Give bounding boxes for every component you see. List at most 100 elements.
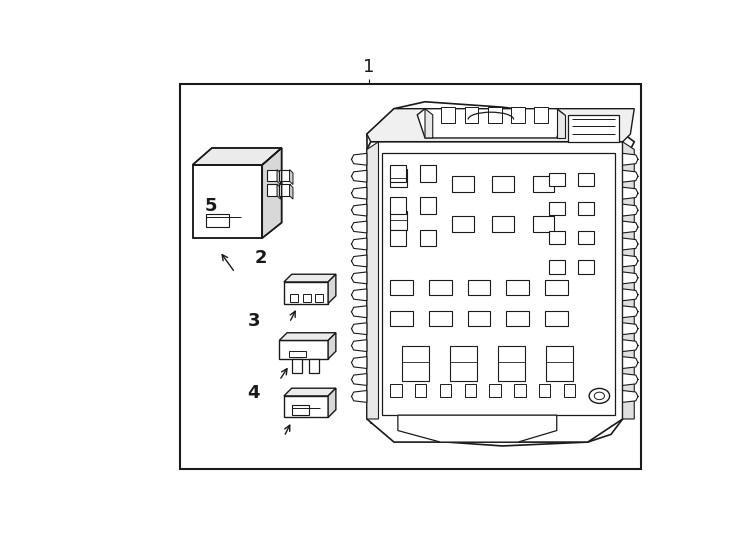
Text: 4: 4	[247, 384, 260, 402]
Bar	[546, 346, 573, 381]
Bar	[290, 294, 298, 302]
Polygon shape	[328, 333, 336, 359]
Bar	[545, 280, 568, 295]
Bar	[452, 217, 473, 232]
Polygon shape	[284, 282, 328, 303]
Polygon shape	[280, 340, 328, 359]
Bar	[390, 168, 407, 187]
Bar	[549, 260, 565, 274]
Bar	[465, 107, 479, 123]
Bar	[415, 384, 426, 397]
Polygon shape	[352, 323, 367, 335]
Bar	[578, 260, 595, 274]
Polygon shape	[352, 306, 367, 318]
Polygon shape	[622, 170, 638, 182]
Bar	[390, 211, 407, 230]
Polygon shape	[352, 356, 367, 368]
Bar	[315, 294, 323, 302]
Bar	[533, 177, 554, 192]
Polygon shape	[352, 153, 367, 165]
Bar	[533, 217, 554, 232]
Bar	[390, 165, 406, 181]
Polygon shape	[266, 184, 277, 196]
Polygon shape	[352, 255, 367, 267]
Bar	[490, 384, 501, 397]
Circle shape	[595, 392, 605, 400]
Bar	[289, 351, 306, 357]
Polygon shape	[622, 272, 638, 284]
Text: 3: 3	[247, 312, 260, 329]
Bar	[514, 384, 526, 397]
Bar	[564, 384, 575, 397]
Polygon shape	[192, 165, 262, 238]
Polygon shape	[622, 306, 638, 318]
Polygon shape	[622, 204, 638, 216]
Polygon shape	[367, 102, 634, 446]
Polygon shape	[284, 388, 336, 396]
Polygon shape	[622, 390, 638, 402]
Polygon shape	[367, 109, 634, 142]
Bar	[545, 311, 568, 326]
Bar	[493, 177, 514, 192]
Polygon shape	[352, 289, 367, 301]
Bar	[180, 84, 641, 469]
Bar	[511, 107, 525, 123]
Polygon shape	[328, 274, 336, 303]
Bar	[488, 107, 501, 123]
Polygon shape	[352, 204, 367, 216]
Bar	[291, 405, 309, 415]
Bar	[549, 173, 565, 186]
Text: 5: 5	[205, 197, 217, 215]
Bar	[506, 280, 529, 295]
Polygon shape	[622, 323, 638, 335]
Polygon shape	[289, 184, 293, 199]
Polygon shape	[352, 340, 367, 352]
Bar	[420, 230, 435, 246]
Polygon shape	[266, 170, 277, 181]
Bar	[549, 231, 565, 245]
Bar	[452, 177, 473, 192]
Polygon shape	[352, 238, 367, 250]
Polygon shape	[367, 142, 622, 442]
Bar	[498, 346, 525, 381]
Polygon shape	[622, 238, 638, 250]
Polygon shape	[622, 142, 634, 419]
Polygon shape	[622, 187, 638, 199]
Bar	[302, 294, 310, 302]
Polygon shape	[352, 390, 367, 402]
Bar	[390, 280, 413, 295]
Polygon shape	[352, 272, 367, 284]
Circle shape	[589, 388, 610, 403]
Bar	[401, 346, 429, 381]
Text: 2: 2	[255, 249, 267, 267]
Polygon shape	[309, 359, 319, 373]
Polygon shape	[622, 374, 638, 386]
Bar	[420, 165, 435, 181]
Bar	[493, 217, 514, 232]
Bar	[441, 107, 455, 123]
Polygon shape	[277, 170, 280, 185]
Polygon shape	[280, 170, 289, 181]
Polygon shape	[192, 148, 282, 165]
Polygon shape	[262, 148, 282, 238]
Polygon shape	[622, 340, 638, 352]
Bar	[549, 202, 565, 215]
Bar	[429, 311, 451, 326]
Polygon shape	[352, 221, 367, 233]
Polygon shape	[622, 153, 638, 165]
Bar	[390, 311, 413, 326]
Polygon shape	[277, 184, 280, 199]
Polygon shape	[398, 415, 557, 442]
Polygon shape	[622, 255, 638, 267]
Bar	[420, 197, 435, 214]
Polygon shape	[557, 109, 564, 138]
Bar	[468, 280, 490, 295]
Bar	[534, 107, 548, 123]
Polygon shape	[352, 187, 367, 199]
Bar	[390, 197, 406, 214]
Polygon shape	[622, 356, 638, 368]
Polygon shape	[328, 388, 336, 417]
Bar	[506, 311, 529, 326]
Polygon shape	[352, 170, 367, 182]
Polygon shape	[280, 184, 289, 196]
